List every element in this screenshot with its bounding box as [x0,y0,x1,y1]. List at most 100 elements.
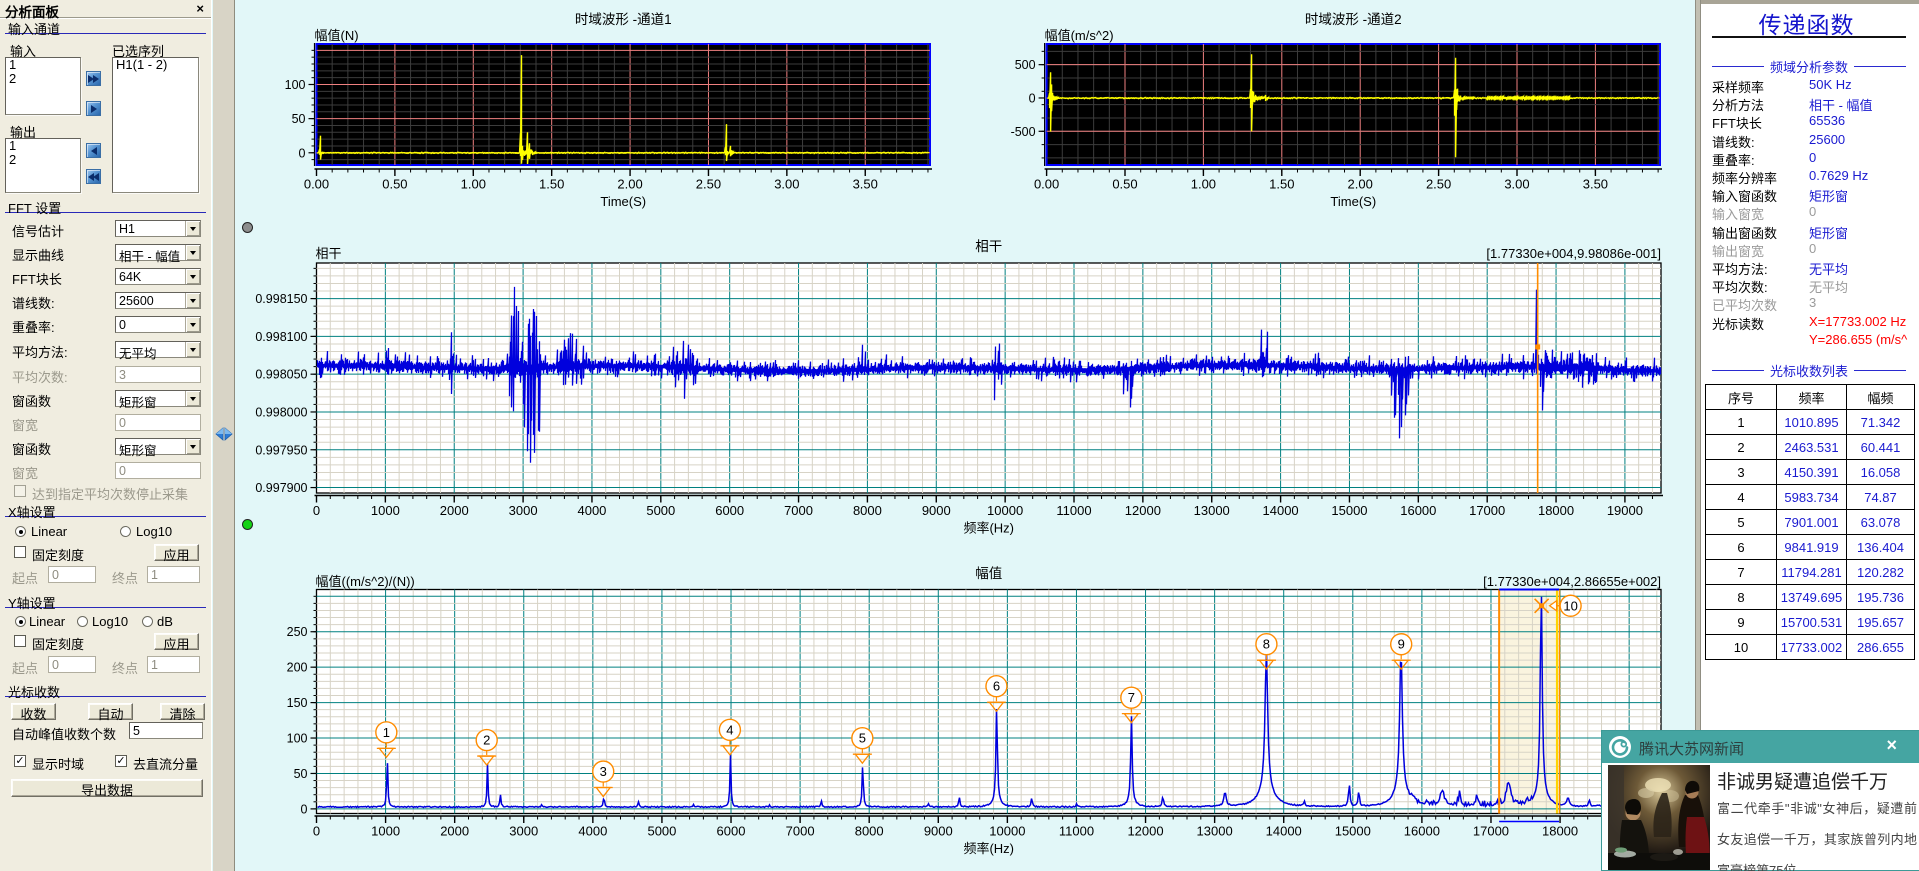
peak-marker-7[interactable]: 7 [1120,686,1143,724]
svg-text:Time(S): Time(S) [600,194,646,209]
fft-row-input-10[interactable]: 0 [115,462,201,479]
x-end-label: 终点 [112,571,139,586]
svg-text:5000: 5000 [646,503,675,518]
table-col-header: 幅频 [1846,384,1915,410]
param-label: 已平均次数 [1712,298,1778,314]
peak-marker-9[interactable]: 9 [1390,633,1413,671]
amplitude-indicator-dot[interactable] [242,519,253,530]
auto-peak-count-input[interactable]: 5 [129,722,203,739]
export-data-button[interactable]: 导出数据 [11,779,203,798]
panel-splitter[interactable] [213,0,235,871]
peak-marker-10-cursor[interactable]: 10 [1534,594,1582,617]
input-channel-item[interactable]: 1 [9,57,17,72]
selected-sequence-item[interactable]: H1(1 - 2) [116,57,168,72]
svg-text:8: 8 [1263,637,1270,652]
x-linear-radio[interactable] [15,526,26,537]
table-cell-frequency: 17733.002 [1776,634,1847,660]
y-end-input[interactable]: 1 [147,656,200,673]
peak-marker-3[interactable]: 3 [592,760,615,798]
fft-row-label-0: 信号估计 [12,224,65,239]
y-apply-button[interactable]: 应用 [154,633,199,652]
output-channel-item[interactable]: 1 [9,138,17,153]
collect-button[interactable]: 收数 [11,703,56,722]
y-db-radio[interactable] [142,616,153,627]
news-body-text[interactable]: 富二代牵手"非诚"女神后，疑遭前女友追偿一千万，其家族曾列内地富豪榜第75位。 [1717,801,1917,871]
table-cell-frequency: 4150.391 [1776,459,1847,485]
fft-row-select-2[interactable]: 64K [115,268,201,285]
time-waveform-chart-1[interactable]: 时域波形 -通道1 幅值(N) 0 50 100 0.00 0.50 1.00 1.50 2.00… [240,0,1015,215]
x-fixed-scale-checkbox[interactable] [14,546,26,558]
fft-row-dropdown-icon-0[interactable] [185,221,200,236]
x-log10-radio[interactable] [120,526,131,537]
param-value: 0 [1809,240,1817,256]
table-cell-frequency: 13749.695 [1776,584,1847,610]
selected-sequence-list[interactable]: H1(1 - 2) [112,57,199,193]
peak-marker-1[interactable]: 1 [375,721,398,759]
peak-marker-6[interactable]: 6 [985,675,1008,713]
svg-text:0.50: 0.50 [1112,177,1137,192]
fft-row-select-4[interactable]: 0 [115,316,201,333]
news-thumbnail-image[interactable] [1608,765,1710,870]
add-all-button[interactable] [86,71,101,86]
y-fixed-scale-label: 固定刻度 [32,637,85,652]
fft-row-label-4: 重叠率: [12,320,55,335]
svg-text:8000: 8000 [855,824,884,839]
table-cell-index: 3 [1705,459,1777,485]
stop-after-average-checkbox[interactable] [14,485,26,497]
x-apply-button[interactable]: 应用 [154,544,199,563]
fft-row-dropdown-icon-5[interactable] [185,342,200,357]
fft-row-dropdown-icon-1[interactable] [185,245,200,260]
param-value: 无平均 [1809,262,1849,277]
input-channel-item[interactable]: 2 [9,71,17,86]
news-headline[interactable]: 非诚男疑遭追偿千万 [1717,772,1889,793]
fft-row-select-9[interactable]: 矩形窗 [115,438,201,458]
fft-row-value-0: H1 [119,222,135,236]
peak-marker-2[interactable]: 2 [475,728,498,767]
fft-row-input-8[interactable]: 0 [115,414,201,431]
auto-button[interactable]: 自动 [88,703,133,722]
fft-row-dropdown-icon-9[interactable] [185,439,200,454]
fft-row-select-3[interactable]: 25600 [115,292,201,309]
y-log10-radio[interactable] [77,616,88,627]
x-start-label: 起点 [12,571,39,586]
x-end-input[interactable]: 1 [147,566,200,583]
panel-close-button[interactable]: × [196,1,204,16]
param-value: X=17733.002 Hz [1809,313,1907,329]
fft-row-dropdown-icon-4[interactable] [185,317,200,332]
add-one-button[interactable] [86,101,101,116]
y-start-input[interactable]: 0 [48,656,96,673]
peak-marker-4[interactable]: 4 [718,718,742,756]
fft-row-input-6[interactable]: 3 [115,366,201,383]
svg-text:10000: 10000 [987,503,1023,518]
news-close-button[interactable]: × [1886,735,1897,755]
fft-row-select-5[interactable]: 无平均 [115,341,201,361]
fft-row-select-1[interactable]: 相干 - 幅值 [115,244,201,264]
coherence-chart[interactable]: 相干 相干 [1.77330e+004,9.98086e-001] 0.997900 0… [240,225,1680,545]
peak-marker-8[interactable]: 8 [1255,632,1278,671]
coherence-indicator-dot[interactable] [242,222,253,233]
fft-row-select-0[interactable]: H1 [115,220,201,237]
table-cell-amplitude: 63.078 [1846,509,1915,535]
fft-row-dropdown-icon-7[interactable] [185,391,200,406]
fft-row-dropdown-icon-3[interactable] [185,293,200,308]
x-start-input[interactable]: 0 [48,566,96,583]
remove-dc-checkbox[interactable]: ✓ [115,755,127,767]
clear-button[interactable]: 清除 [160,703,205,722]
svg-text:幅值: 幅值 [975,566,1002,581]
remove-one-button[interactable] [86,143,101,158]
fft-row-dropdown-icon-2[interactable] [185,269,200,284]
peak-marker-5[interactable]: 5 [851,726,874,765]
fft-row-select-7[interactable]: 矩形窗 [115,390,201,410]
output-channel-item[interactable]: 2 [9,152,17,167]
y-linear-radio[interactable] [15,616,26,627]
time-waveform-chart-2[interactable]: 时域波形 -通道2 幅值(m/s^2) -500 0 500 0.00 0.50 1.00 1.… [970,0,1695,215]
param-value: 0 [1809,204,1817,220]
splitter-collapse-icon[interactable] [214,424,234,444]
show-time-domain-checkbox[interactable]: ✓ [14,755,26,767]
y-fixed-scale-checkbox[interactable] [14,635,26,647]
remove-all-button[interactable] [86,169,101,184]
right-panel-splitter[interactable] [1695,0,1701,871]
